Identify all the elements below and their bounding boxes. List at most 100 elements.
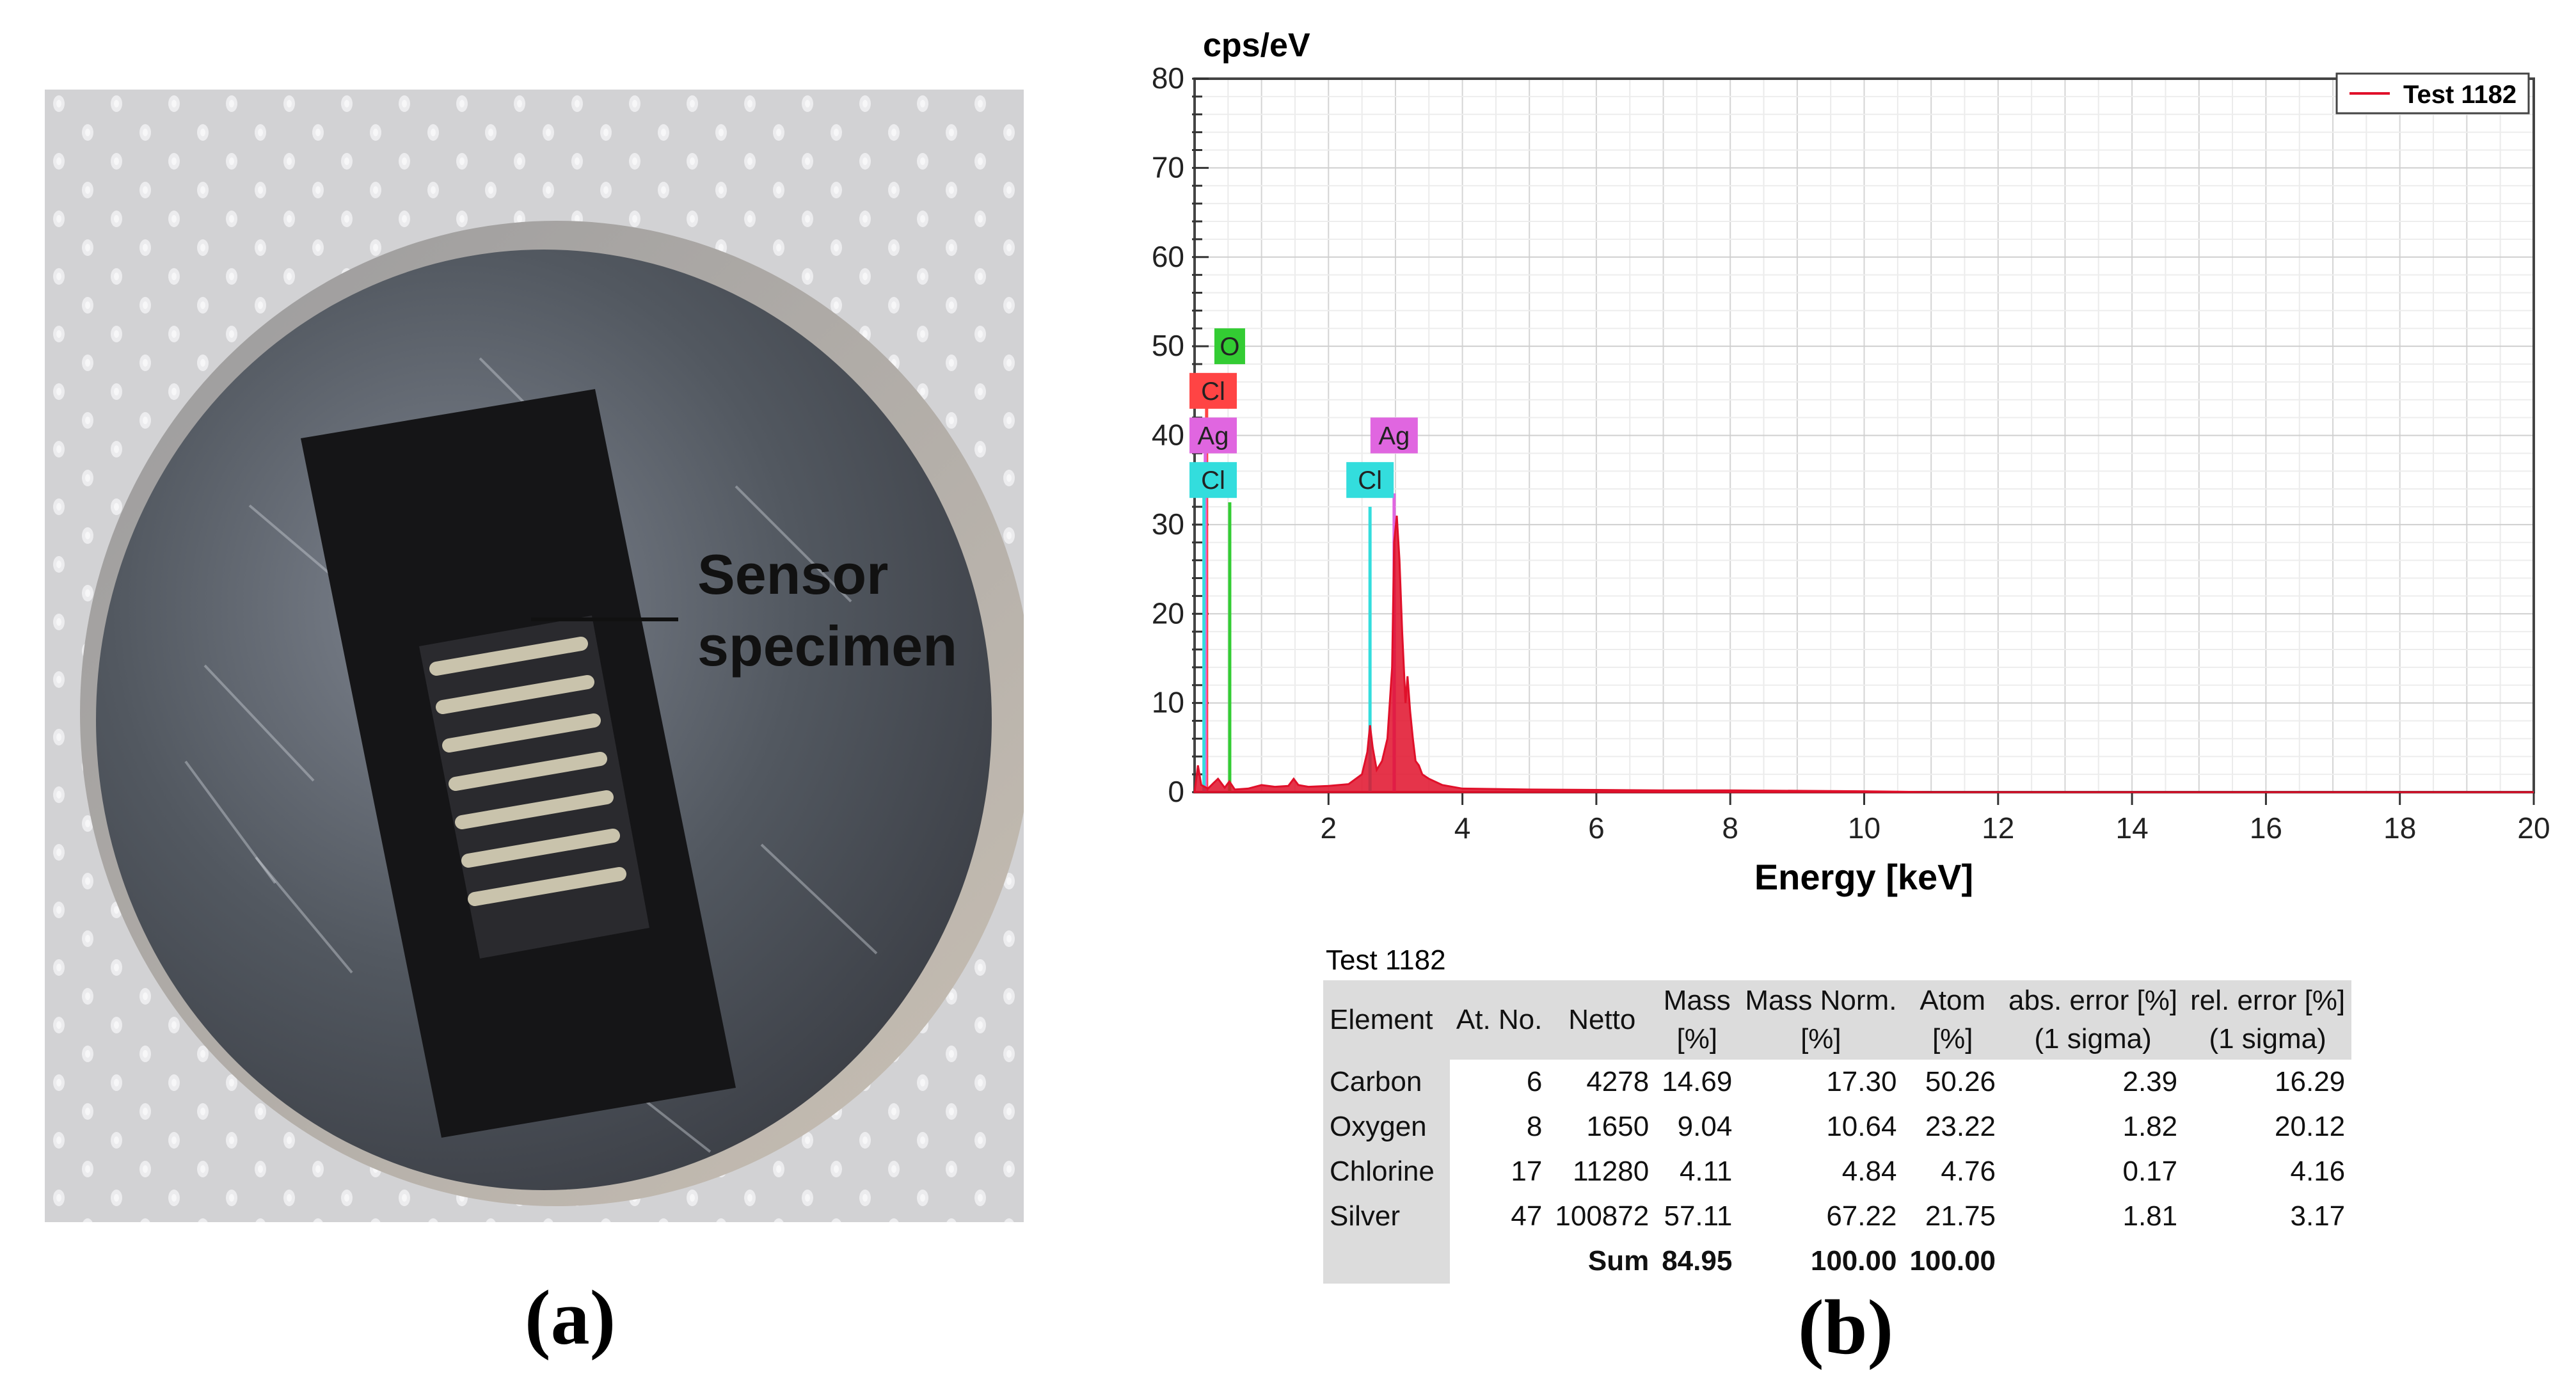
chart-panel: 0 10 20 30 40 50 60 70 80 2 4 6 8 10 12 14 16 18 20 O Cl Ag C… xyxy=(1152,19,2576,915)
annotation-specimen: specimen xyxy=(697,614,957,678)
x-tick-label: 4 xyxy=(1454,811,1471,845)
table-row: Oxygen 8 1650 9.04 10.64 23.22 1.82 20.1… xyxy=(1323,1104,2351,1149)
axes: 0 10 20 30 40 50 60 70 80 2 4 6 8 10 12 14 16 18 20 xyxy=(1152,61,2550,845)
peak-marker-box xyxy=(1189,372,1237,409)
eds-spectrum-chart: 0 10 20 30 40 50 60 70 80 2 4 6 8 10 12 14 16 18 20 O Cl Ag C… xyxy=(1152,27,2550,897)
x-tick-label: 18 xyxy=(2383,811,2416,845)
panel-label-a: (a) xyxy=(525,1275,616,1361)
y-tick-label: 20 xyxy=(1152,596,1184,630)
cell-mass-norm: 17.30 xyxy=(1826,1066,1897,1097)
panel-label-b: (b) xyxy=(1798,1284,1894,1371)
cell-mass: 14.69 xyxy=(1662,1066,1733,1097)
cell-atomic-number: 6 xyxy=(1526,1066,1543,1097)
annotation-sensor: Sensor xyxy=(697,543,888,606)
spectrum-line xyxy=(1193,515,2534,793)
cell-element: Oxygen xyxy=(1323,1104,1450,1149)
cell-atom: 50.26 xyxy=(1925,1066,1996,1097)
x-tick-label: 16 xyxy=(2250,811,2282,845)
spectrum-series xyxy=(1193,515,2534,793)
peak-marker-box xyxy=(1189,462,1237,498)
x-axis-label: Energy [keV] xyxy=(1754,857,1973,897)
x-tick-label: 2 xyxy=(1321,811,1337,845)
x-tick-label: 8 xyxy=(1722,811,1738,845)
cell-empty xyxy=(2002,1239,2184,1284)
peak-marker-box xyxy=(1214,328,1245,365)
cell-abs-error: 1.82 xyxy=(2122,1111,2178,1142)
table-header-row: Element At. No. Netto Mass [%] Mass Norm… xyxy=(1323,980,2352,1060)
peak-marker-box xyxy=(1189,417,1237,454)
y-tick-label: 0 xyxy=(1168,775,1184,808)
cell-empty xyxy=(1323,1239,1450,1284)
y-tick-label: 40 xyxy=(1152,418,1184,452)
cell-element: Carbon xyxy=(1323,1060,1450,1104)
col-mass-norm: Mass Norm. [%] xyxy=(1738,980,1904,1060)
cell-netto: 4278 xyxy=(1586,1066,1650,1097)
cell-netto: 11280 xyxy=(1573,1156,1650,1187)
interdigitated-electrodes xyxy=(429,637,626,906)
x-tick-label: 12 xyxy=(1982,811,2014,845)
cell-rel-error: 20.12 xyxy=(2275,1111,2346,1142)
cell-atomic-number: 47 xyxy=(1511,1200,1543,1232)
cell-mass-norm: 4.84 xyxy=(1841,1156,1897,1187)
x-tick-label: 6 xyxy=(1588,811,1605,845)
cell-rel-error: 4.16 xyxy=(2290,1156,2346,1187)
peak-marker-label: Cl xyxy=(1201,466,1225,495)
cell-mass: 9.04 xyxy=(1677,1111,1733,1142)
cell-atom: 21.75 xyxy=(1925,1200,1996,1232)
peak-marker-label: Ag xyxy=(1378,422,1410,450)
cell-element: Chlorine xyxy=(1323,1149,1450,1194)
sum-mass-norm: 100.00 xyxy=(1810,1245,1897,1277)
table-sum-row: Sum 84.95 100.00 100.00 xyxy=(1323,1239,2351,1284)
cell-empty xyxy=(1450,1239,1549,1284)
cell-element: Silver xyxy=(1323,1194,1450,1239)
cell-abs-error: 0.17 xyxy=(2122,1156,2178,1187)
legend-label: Test 1182 xyxy=(2403,81,2516,109)
x-tick-label: 14 xyxy=(2116,811,2149,845)
cell-mass-norm: 10.64 xyxy=(1826,1111,1897,1142)
col-abs-error: abs. error [%] (1 sigma) xyxy=(2002,980,2184,1060)
cell-abs-error: 2.39 xyxy=(2122,1066,2178,1097)
peak-marker-label: Cl xyxy=(1201,378,1225,406)
cell-atom: 4.76 xyxy=(1941,1156,1996,1187)
y-axis-label: cps/eV xyxy=(1203,27,1310,64)
col-element: Element xyxy=(1323,980,1450,1060)
peak-marker-label: Ag xyxy=(1198,422,1229,450)
y-tick-label: 30 xyxy=(1152,507,1184,541)
grid xyxy=(1194,78,2534,793)
y-tick-label: 10 xyxy=(1152,686,1184,719)
cell-abs-error: 1.81 xyxy=(2122,1200,2178,1232)
cell-mass-norm: 67.22 xyxy=(1826,1200,1897,1232)
cell-netto: 100872 xyxy=(1555,1200,1650,1232)
peak-marker-box xyxy=(1346,462,1394,498)
cell-empty xyxy=(2184,1239,2351,1284)
col-atomic-number: At. No. xyxy=(1449,980,1549,1060)
cell-rel-error: 3.17 xyxy=(2290,1200,2346,1232)
cell-rel-error: 16.29 xyxy=(2275,1066,2346,1097)
col-mass: Mass [%] xyxy=(1655,980,1739,1060)
table-row: Carbon 6 4278 14.69 17.30 50.26 2.39 16.… xyxy=(1323,1060,2351,1104)
col-netto: Netto xyxy=(1548,980,1656,1060)
specimen-photo: Sensor specimen xyxy=(45,90,1024,1222)
quantification-table: Element At. No. Netto Mass [%] Mass Norm… xyxy=(1323,980,2352,1284)
x-tick-label: 10 xyxy=(1848,811,1880,845)
peak-marker-label: O xyxy=(1220,333,1239,361)
cell-netto: 1650 xyxy=(1586,1111,1650,1142)
cell-atom: 23.22 xyxy=(1925,1111,1996,1142)
peak-marker-label: Cl xyxy=(1358,466,1382,495)
col-atom: Atom [%] xyxy=(1903,980,2003,1060)
sum-atom: 100.00 xyxy=(1909,1245,1996,1277)
cell-mass: 57.11 xyxy=(1664,1200,1733,1232)
y-tick-label: 80 xyxy=(1152,61,1184,95)
y-tick-label: 60 xyxy=(1152,240,1184,273)
legend: Test 1182 xyxy=(2335,72,2530,115)
y-tick-label: 50 xyxy=(1152,329,1184,362)
cell-atomic-number: 17 xyxy=(1511,1156,1543,1187)
cell-mass: 4.11 xyxy=(1679,1156,1733,1187)
x-tick-label: 20 xyxy=(2517,811,2550,845)
sum-label: Sum xyxy=(1587,1245,1650,1277)
photo-panel: Sensor specimen xyxy=(45,90,1024,1222)
y-tick-label: 70 xyxy=(1152,150,1184,184)
table-row: Silver 47 100872 57.11 67.22 21.75 1.81 … xyxy=(1323,1194,2351,1239)
cell-atomic-number: 8 xyxy=(1526,1111,1543,1142)
table-row: Chlorine 17 11280 4.11 4.84 4.76 0.17 4.… xyxy=(1323,1149,2351,1194)
